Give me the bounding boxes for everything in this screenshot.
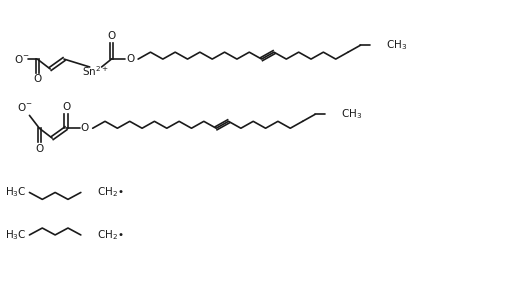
Text: O: O [35, 144, 43, 154]
Text: O: O [33, 74, 41, 84]
Text: $\mathregular{O^{-}}$: $\mathregular{O^{-}}$ [14, 53, 30, 65]
Text: $\mathrm{Sn^{2+}}$: $\mathrm{Sn^{2+}}$ [82, 64, 109, 78]
Text: $\mathrm{CH_3}$: $\mathrm{CH_3}$ [385, 38, 407, 52]
Text: $\mathrm{H_3C}$: $\mathrm{H_3C}$ [5, 228, 26, 242]
Text: O: O [80, 123, 89, 133]
Text: O: O [126, 54, 134, 64]
Text: $\mathrm{CH_3}$: $\mathrm{CH_3}$ [340, 107, 361, 121]
Text: $\mathrm{CH_2}$•: $\mathrm{CH_2}$• [96, 228, 123, 242]
Text: $\mathregular{O^{-}}$: $\mathregular{O^{-}}$ [17, 102, 32, 113]
Text: $\mathrm{H_3C}$: $\mathrm{H_3C}$ [5, 186, 26, 200]
Text: $\mathrm{CH_2}$•: $\mathrm{CH_2}$• [96, 186, 123, 200]
Text: O: O [107, 31, 116, 41]
Text: O: O [62, 102, 70, 112]
